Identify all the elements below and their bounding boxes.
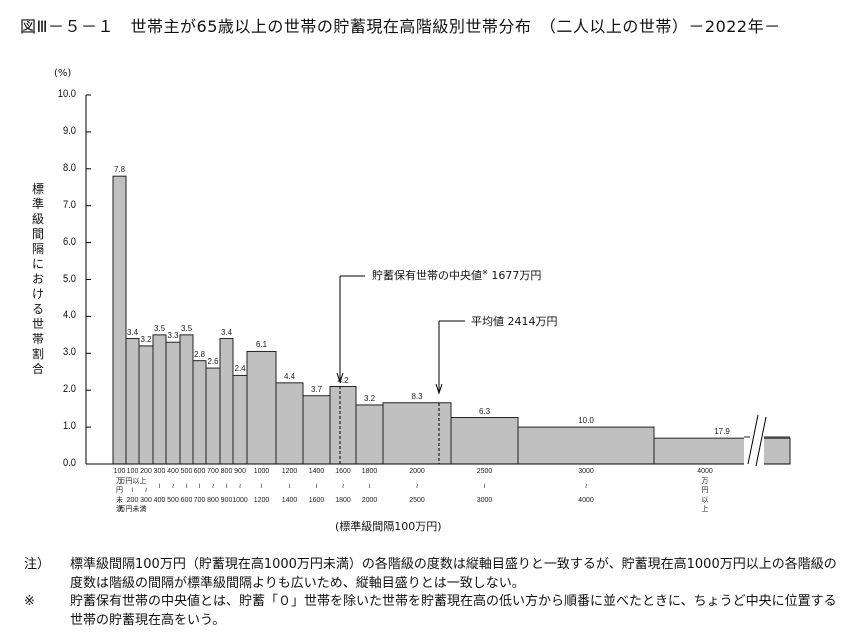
bar-value-label: 4.2 (337, 375, 349, 385)
bar-value-label: 3.5 (153, 323, 166, 333)
bar-value-label: 3.5 (180, 323, 193, 333)
x-tick-label: 1200 ≀ 1400 (281, 468, 298, 504)
histogram-bar (152, 334, 167, 465)
x-tick-label: 2500 ≀ 3000 (476, 468, 493, 504)
x-tick-label: 1000 ≀ 1200 (253, 468, 270, 504)
histogram-bar (382, 402, 452, 465)
y-tick-label: 2.0 (62, 383, 76, 396)
bar-value-label: 3.7 (310, 384, 323, 394)
y-tick-label: 0.0 (62, 457, 76, 469)
x-tick-label: 2000 ≀ 2500 (409, 468, 425, 504)
footnotes: 注） 標準級間隔100万円（貯蓄現在高1000万円未満）の各階級の度数は縦軸目盛… (24, 556, 844, 630)
y-axis-title: 標準級間隔における世帯割合 (32, 182, 45, 376)
y-tick-label: 6.0 (62, 235, 76, 248)
x-tick-label: 500 ≀ 600 (180, 468, 193, 504)
bar-value-label: 6.3 (478, 406, 491, 416)
histogram-bar (138, 345, 154, 465)
bar-value-label: 2.8 (193, 349, 206, 359)
figure-title: 図Ⅲ－５－１ 世帯主が65歳以上の世帯の貯蓄現在高階級別世帯分布 （二人以上の世… (20, 17, 781, 36)
bar-value-label: 10.0 (578, 416, 594, 426)
bar-value-label: 2.4 (234, 364, 246, 374)
x-tick-label: 900 ≀ 1000 (232, 468, 248, 504)
x-tick-label: 400 ≀ 500 (167, 468, 179, 504)
bar-value-label: 8.3 (411, 391, 423, 401)
note-label: ※ (24, 594, 35, 609)
x-tick-label: 1400 ≀ 1600 (308, 468, 325, 504)
median-value: 1677万円 (487, 269, 542, 282)
note-label: 注） (24, 557, 51, 572)
note-row: 注） 標準級間隔100万円（貯蓄現在高1000万円未満）の各階級の度数は縦軸目盛… (24, 556, 844, 593)
bar-value-label: 3.3 (167, 331, 179, 341)
x-tick-label: 4000 万円以上 (697, 468, 713, 513)
bar-value-label: 3.2 (140, 334, 152, 344)
mean-annotation: 平均値 2414万円 (471, 313, 558, 329)
x-tick-label: 300 ≀ 400 (153, 468, 166, 504)
bar-value-label: 2.6 (207, 357, 219, 367)
y-tick-label: 8.0 (62, 161, 76, 174)
bar-value-label: 4.4 (283, 371, 296, 381)
plot-area (85, 94, 791, 467)
y-unit-label: (%) (54, 68, 72, 79)
histogram-bar (355, 404, 384, 465)
y-tick-label: 4.0 (62, 309, 76, 322)
x-tick-label: 100 万円未満 (113, 468, 126, 513)
note-row: ※ 貯蓄保有世帯の中央値とは、貯蓄「０」世帯を除いた世帯を貯蓄現在高の低い方から… (24, 593, 844, 630)
histogram-bar (125, 338, 140, 465)
mean-label: 平均値 2414万円 (471, 315, 558, 328)
x-tick-label: 700 ≀ 800 (207, 468, 219, 504)
histogram-bar (165, 341, 181, 465)
bar-value-label: 3.2 (363, 393, 376, 403)
x-tick-label: 800 ≀ 900 (220, 468, 233, 504)
x-tick-label: 100 万円以上 ≀ 200 万円未満 (118, 468, 147, 513)
bar-value-label: 3.4 (220, 327, 233, 337)
median-note-mark: ※ (482, 268, 488, 277)
histogram-bar (302, 395, 331, 465)
x-tick-label: 200 ≀ 300 (140, 468, 152, 504)
x-axis-title: (標準級間隔100万円) (335, 520, 442, 533)
bar-value-label: 7.8 (113, 165, 126, 175)
note-text: 貯蓄保有世帯の中央値とは、貯蓄「０」世帯を除いた世帯を貯蓄現在高の低い方から順番… (70, 594, 837, 628)
histogram-bar (192, 360, 207, 465)
median-annotation: 貯蓄保有世帯の中央値※ 1677万円 (372, 267, 541, 283)
histogram-bar (450, 417, 519, 465)
x-tick-label: 1800 ≀ 2000 (361, 468, 378, 504)
median-label: 貯蓄保有世帯の中央値 (372, 269, 482, 282)
x-tick-label: 600 ≀ 700 (193, 468, 206, 504)
bar-value-label: 17.9 (714, 427, 730, 437)
bar-value-label: 3.4 (126, 327, 139, 337)
y-tick-label: 10.0 (57, 88, 76, 100)
histogram-bar (275, 382, 304, 465)
histogram-bar (517, 426, 655, 465)
bar-value-label: 6.1 (255, 340, 268, 350)
histogram-bar (205, 367, 221, 465)
histogram-chart: (%) 標準級間隔における世帯割合 0.0 1.0 2.0 3.0 4.0 5.0 6.0 7… (32, 68, 791, 533)
histogram-bar (232, 374, 248, 465)
y-tick-label: 1.0 (62, 420, 76, 433)
y-tick-label: 3.0 (62, 346, 76, 359)
histogram-bar (653, 437, 791, 465)
y-tick-label: 5.0 (62, 272, 76, 285)
y-tick-label: 7.0 (62, 198, 76, 211)
x-tick-label: 1600 ≀ 1800 (335, 468, 351, 504)
x-tick-label: 3000 ≀ 4000 (578, 468, 594, 504)
y-tick-label: 9.0 (62, 124, 76, 137)
note-text: 標準級間隔100万円（貯蓄現在高1000万円未満）の各階級の度数は縦軸目盛りと一… (70, 557, 837, 591)
histogram-bar (112, 175, 127, 465)
